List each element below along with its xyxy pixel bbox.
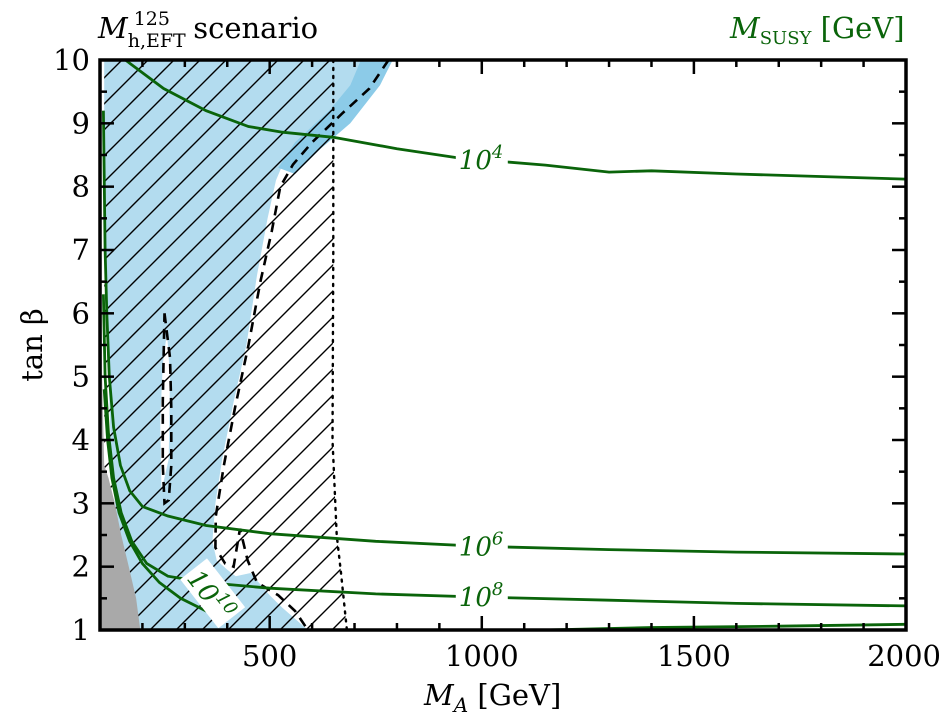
x-axis-title-var: M bbox=[423, 678, 455, 712]
contour-label-text: 104 bbox=[459, 142, 504, 176]
x-axis-title-sub: A bbox=[452, 693, 468, 717]
y-tick-label: 1 bbox=[72, 613, 90, 647]
contour-label-text: 108 bbox=[459, 579, 504, 613]
chart-title: Mh,EFT125 scenario bbox=[97, 8, 318, 52]
y-axis-title: tan β bbox=[15, 308, 49, 382]
x-axis-title: MA [GeV] bbox=[423, 678, 561, 717]
y-tick-label: 7 bbox=[72, 233, 90, 267]
y-tick-label: 5 bbox=[72, 360, 90, 394]
excluded-boundary bbox=[214, 60, 390, 630]
msusy-contour-8 bbox=[102, 294, 906, 608]
msusy-contour-10 bbox=[102, 389, 228, 622]
msusy-contour-4 bbox=[123, 60, 906, 181]
chart-title-rest: scenario bbox=[184, 11, 318, 45]
x-tick-label: 2000 bbox=[867, 639, 941, 673]
contour-label-1e4: 104 bbox=[455, 140, 508, 176]
hatched-region bbox=[104, 60, 347, 630]
contour-label-halo bbox=[455, 140, 508, 175]
y-tick-label: 6 bbox=[72, 296, 90, 330]
y-tick-label: 3 bbox=[72, 486, 90, 520]
island-boundary bbox=[161, 313, 173, 506]
chart-title-sub: h,EFT bbox=[128, 30, 186, 52]
x-tick-label: 1000 bbox=[445, 639, 519, 673]
msusy-contour-6 bbox=[102, 110, 906, 556]
legend-title-rest: [GeV] bbox=[811, 11, 904, 45]
contour-label-1e8: 108 bbox=[455, 577, 508, 613]
y-tick-label: 9 bbox=[72, 106, 90, 140]
x-tick-label: 1500 bbox=[657, 639, 731, 673]
contour-label-halo bbox=[180, 558, 246, 629]
contour-label-1e6: 106 bbox=[455, 526, 508, 562]
contour-label-text: 106 bbox=[459, 528, 504, 562]
x-tick-label: 500 bbox=[242, 639, 297, 673]
axis-tick-labels: 500 1000 1500 2000 1 2 3 4 5 6 7 8 9 10 bbox=[53, 43, 941, 673]
y-tick-label: 4 bbox=[72, 423, 90, 457]
chart-title-sup: 125 bbox=[134, 8, 170, 30]
y-tick-label: 8 bbox=[72, 170, 90, 204]
contour-label-halo bbox=[455, 577, 508, 612]
hatch-boundary bbox=[331, 60, 349, 630]
y-tick-label: 10 bbox=[53, 43, 90, 77]
unphysical-region bbox=[100, 60, 141, 630]
y-tick-label: 2 bbox=[72, 550, 90, 584]
legend-title-sub: SUSY bbox=[760, 28, 813, 49]
axis-ticks bbox=[100, 58, 906, 632]
legend-title-var: M bbox=[729, 11, 761, 45]
x-axis-title-unit: [GeV] bbox=[468, 678, 561, 712]
chart-title-var: M bbox=[97, 11, 129, 45]
legend-title: MSUSY [GeV] bbox=[729, 11, 905, 49]
contour-label-halo bbox=[455, 526, 508, 561]
